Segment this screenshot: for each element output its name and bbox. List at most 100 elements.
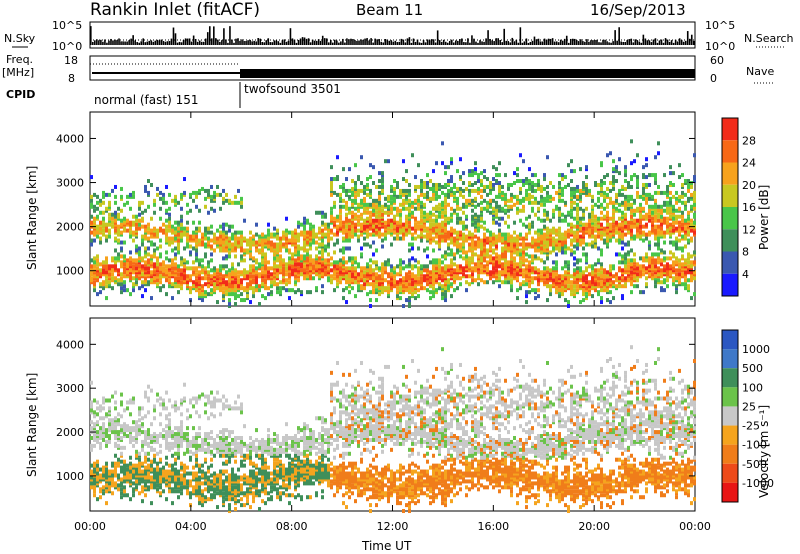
power-cell xyxy=(363,202,366,207)
power-cell xyxy=(501,184,504,189)
power-cell xyxy=(96,258,99,263)
power-cell xyxy=(447,252,450,257)
power-cell xyxy=(621,232,624,237)
power-cell xyxy=(678,194,681,199)
power-cell xyxy=(504,240,507,245)
power-cell xyxy=(474,228,477,233)
power-cell xyxy=(426,181,429,186)
power-cell xyxy=(285,228,288,233)
power-cell xyxy=(561,266,564,271)
power-cell xyxy=(297,288,300,293)
power-cell xyxy=(516,234,519,239)
power-cell xyxy=(177,290,180,295)
power-cell xyxy=(354,294,357,299)
power-cell xyxy=(282,234,285,239)
power-cell xyxy=(231,248,234,253)
power-cell xyxy=(468,274,471,279)
power-cell xyxy=(597,246,600,251)
power-cell xyxy=(189,278,192,283)
power-cell xyxy=(441,190,444,195)
power-cell xyxy=(636,278,639,283)
power-cell xyxy=(615,192,618,197)
power-cell xyxy=(594,244,597,249)
power-cell xyxy=(636,266,639,271)
power-cell xyxy=(432,294,435,299)
power-cell xyxy=(639,206,642,211)
power-cell xyxy=(516,173,519,178)
power-cell xyxy=(666,206,669,211)
nsky-bar xyxy=(632,42,635,45)
power-cell xyxy=(483,242,486,247)
nsky-bar xyxy=(120,41,122,45)
power-cell xyxy=(381,266,384,271)
power-cell xyxy=(486,192,489,197)
power-cell xyxy=(132,258,135,263)
power-cell xyxy=(492,232,495,237)
power-cell xyxy=(534,270,537,275)
power-cell xyxy=(294,238,297,243)
nsky-bar xyxy=(600,42,602,45)
power-cell xyxy=(483,280,486,285)
power-cell xyxy=(462,242,465,247)
power-cell xyxy=(459,220,462,225)
power-cell xyxy=(582,270,585,275)
power-cell xyxy=(348,194,351,199)
nsky-bar xyxy=(509,42,512,45)
nsky-bar xyxy=(251,41,253,45)
power-cell xyxy=(405,220,408,225)
power-cell xyxy=(474,196,477,201)
nsky-bar xyxy=(362,39,364,45)
nsky-bar xyxy=(416,39,419,45)
power-cell xyxy=(360,188,363,193)
nsky-bar xyxy=(539,41,542,45)
power-cell xyxy=(492,270,495,275)
power-cell xyxy=(252,294,255,299)
power-cell xyxy=(207,226,210,231)
power-cell xyxy=(174,252,177,257)
power-cell xyxy=(600,222,603,227)
power-cell xyxy=(102,210,105,215)
power-cell xyxy=(522,250,525,255)
power-cell xyxy=(546,194,549,199)
power-cell xyxy=(597,204,600,209)
power-cell xyxy=(288,248,291,253)
power-cell xyxy=(120,276,123,281)
power-cell xyxy=(297,266,300,271)
power-cell xyxy=(402,206,405,211)
nsky-bar xyxy=(652,39,655,45)
power-cell xyxy=(234,194,237,199)
nsky-bar xyxy=(253,40,255,45)
power-cell xyxy=(120,254,123,259)
power-cell xyxy=(306,256,309,261)
nsky-bar xyxy=(146,41,149,45)
power-cell xyxy=(159,274,162,279)
power-cell xyxy=(492,206,495,211)
power-cell xyxy=(513,236,516,241)
power-cell xyxy=(672,240,675,245)
power-cell xyxy=(144,288,147,293)
power-cell xyxy=(435,182,438,187)
power-cell xyxy=(498,260,501,265)
power-cell xyxy=(141,200,144,205)
power-cell xyxy=(183,246,186,251)
nsky-bar xyxy=(158,40,161,45)
power-cell xyxy=(261,238,264,243)
nsky-bar xyxy=(392,41,395,45)
power-cell xyxy=(105,284,108,289)
power-cell xyxy=(588,212,591,217)
power-cell xyxy=(675,272,678,277)
power-cell xyxy=(228,302,231,307)
power-cell xyxy=(207,210,210,215)
power-cell xyxy=(207,240,210,245)
power-cell xyxy=(678,224,681,229)
power-cell xyxy=(447,165,450,170)
power-cell xyxy=(267,228,270,233)
power-cell xyxy=(639,212,642,217)
power-cell xyxy=(183,264,186,269)
power-cell xyxy=(93,192,96,197)
power-cell xyxy=(252,264,255,269)
power-cell xyxy=(681,210,684,215)
power-cell xyxy=(642,206,645,211)
power-cell xyxy=(324,226,327,231)
freq-tick-bottom: 8 xyxy=(68,72,75,85)
